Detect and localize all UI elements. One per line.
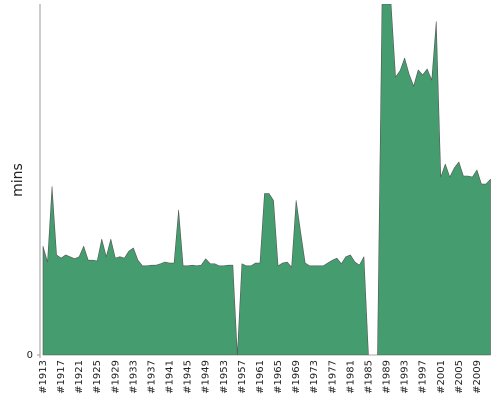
x-tick-label: #1953 [219,360,230,394]
y-tick-label: 0 [27,350,33,361]
x-tick-label: #1925 [92,360,103,394]
x-tick-label: #1937 [146,360,157,394]
x-tick-label: #1917 [56,360,67,394]
plot-area [42,4,491,356]
x-tick-label: #1993 [400,360,411,394]
x-tick-label: #1921 [74,360,85,394]
y-axis-label: mins [10,163,26,197]
x-tick-label: #1969 [291,360,302,394]
x-tick-label: #1945 [183,360,194,394]
x-tick-label: #1933 [128,360,139,394]
x-tick-label: #2009 [472,360,483,394]
x-tick-label: #1981 [345,360,356,394]
x-tick-label: #2005 [454,360,465,394]
x-tick-label: #1957 [237,360,248,394]
x-tick-label: #1929 [110,360,121,394]
x-tick-label: #1941 [165,360,176,394]
x-tick-label: #1985 [363,360,374,394]
area [42,4,491,356]
x-tick-label: #1977 [327,360,338,394]
x-tick-label: #1949 [201,360,212,394]
x-tick-label: #2001 [436,360,447,394]
x-tick-label: #1997 [418,360,429,394]
x-tick-label: #1973 [309,360,320,394]
x-tick-label: #1913 [38,360,49,394]
x-tick-label: #1961 [255,360,266,394]
x-tick-label: #1965 [273,360,284,394]
x-tick-label: #1989 [382,360,393,394]
